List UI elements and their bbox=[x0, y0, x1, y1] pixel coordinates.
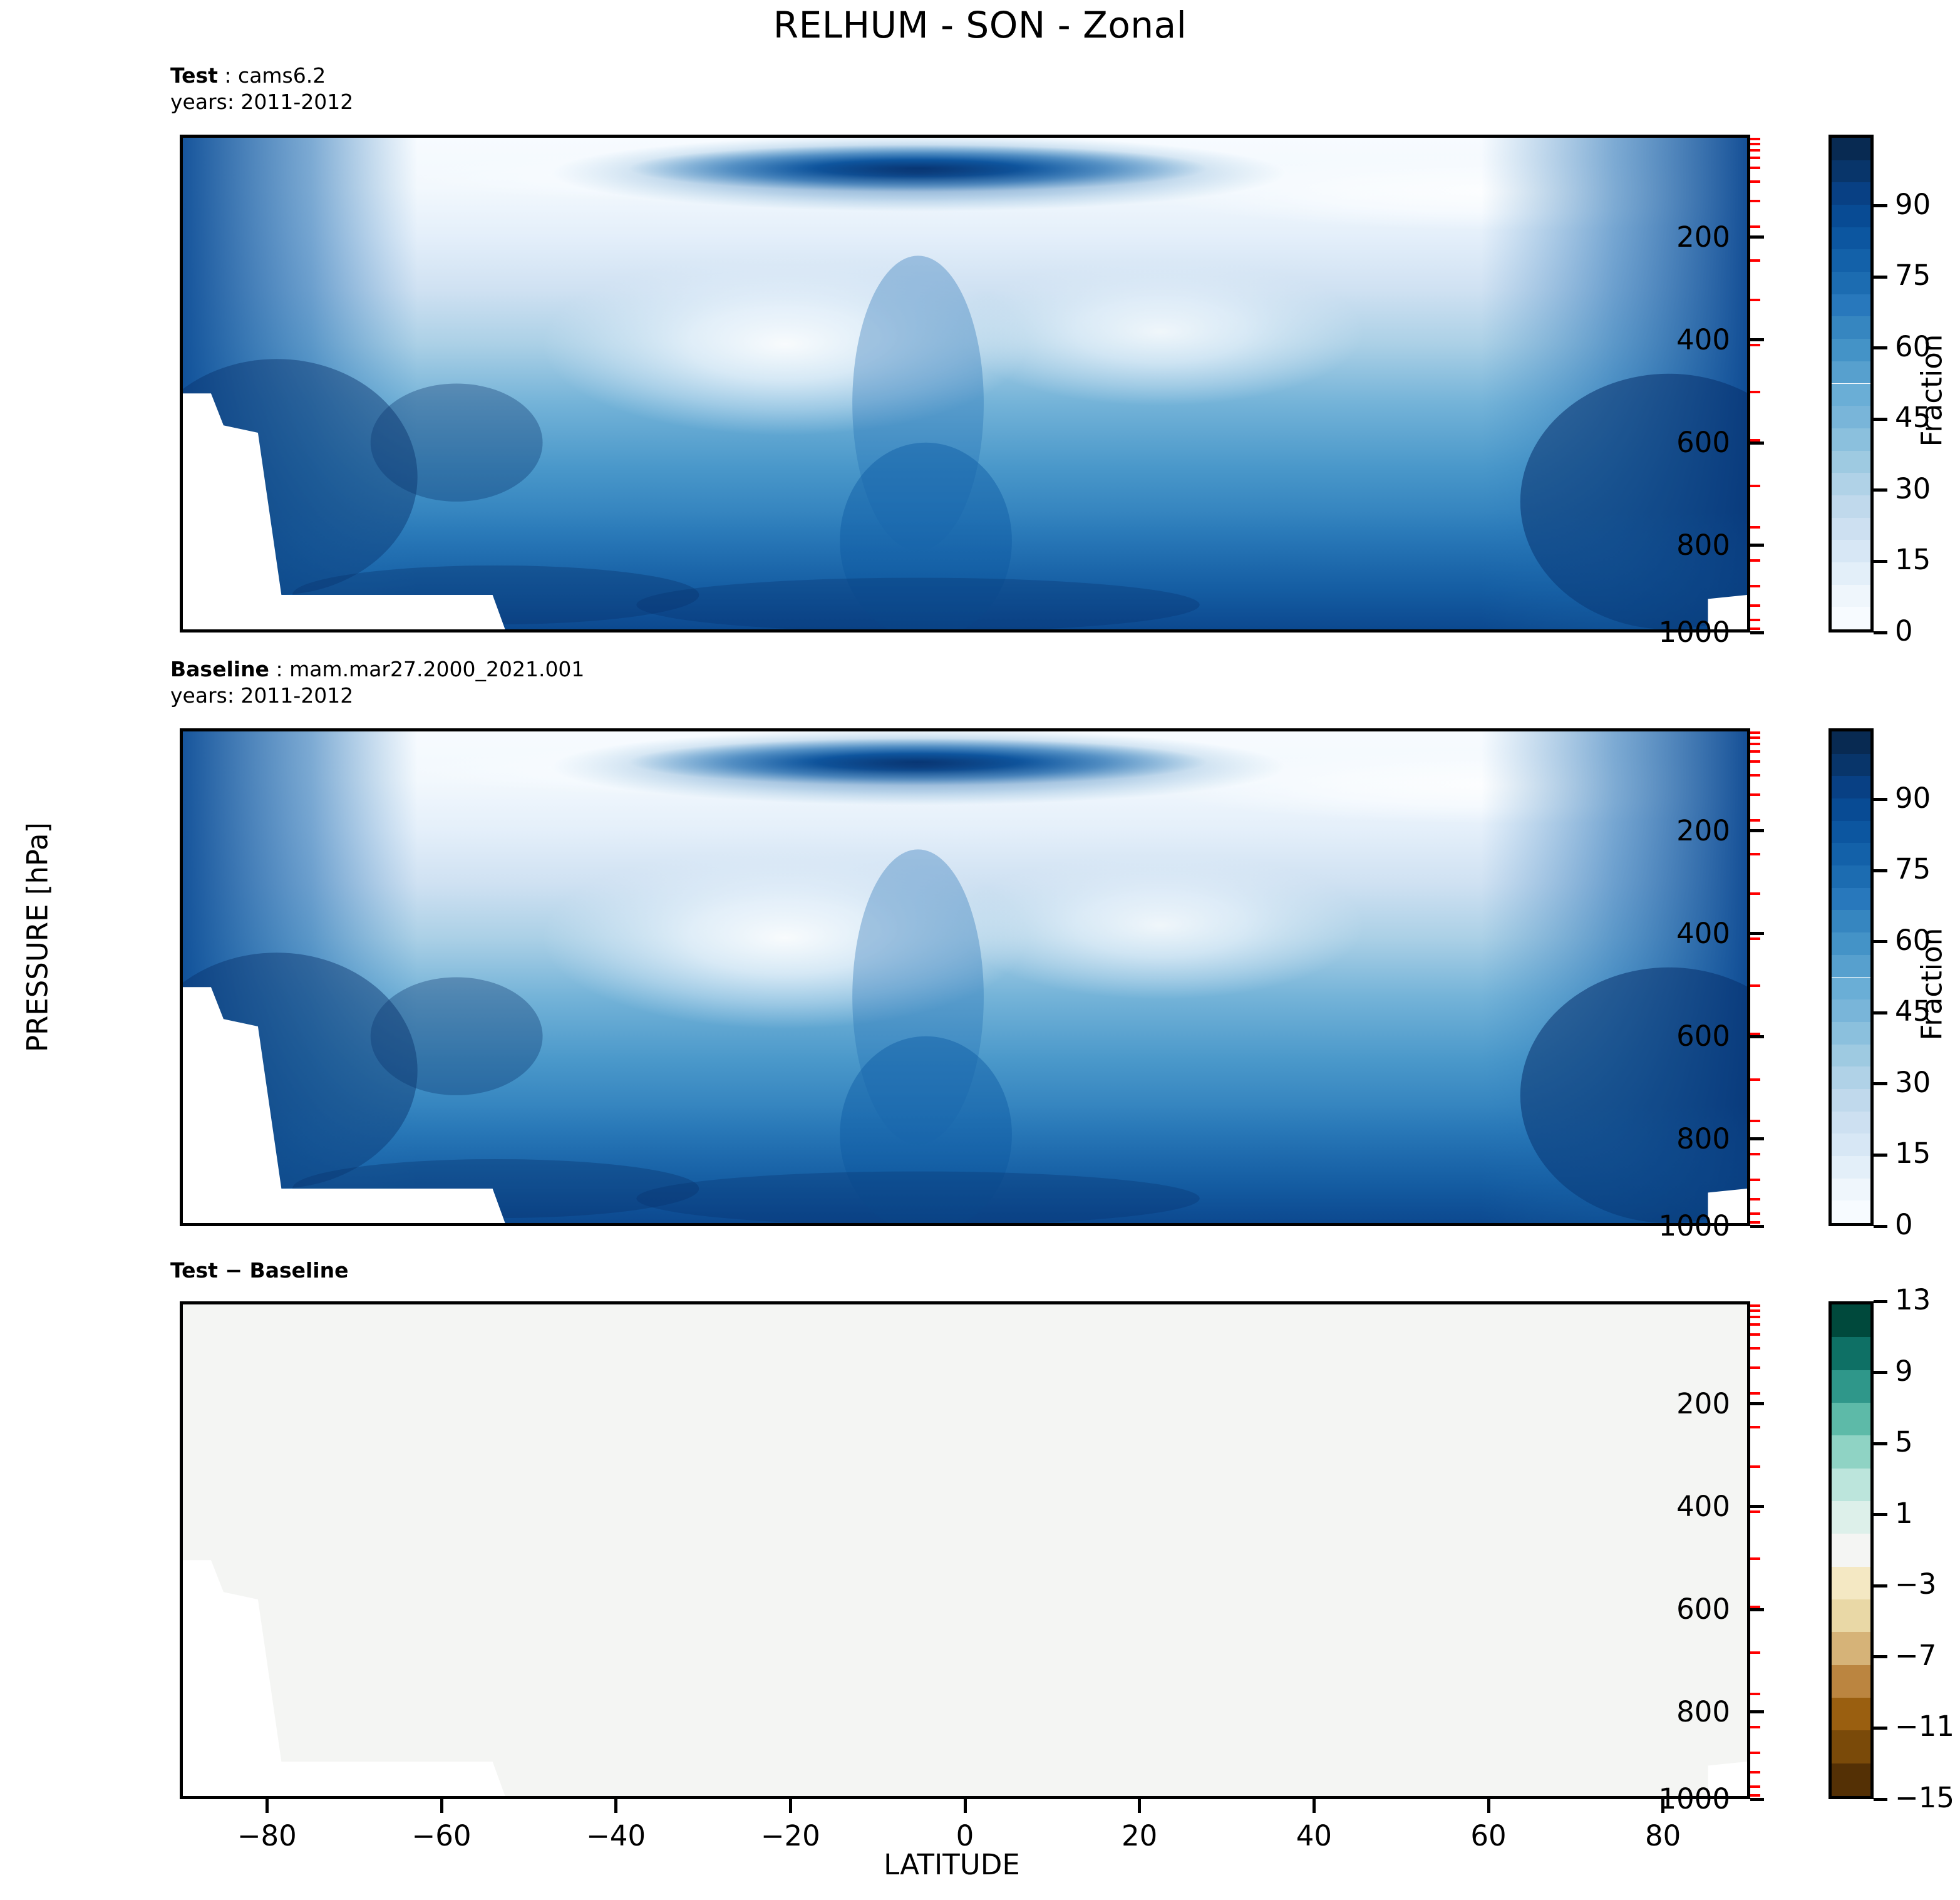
colorbar-segment bbox=[1832, 1200, 1870, 1223]
plot-panel-difference[interactable]: 200 400 600 800 1000 −80 −60 −40 −20 0 20 40 60… bbox=[180, 1301, 1764, 1852]
colorbar-gradient-test bbox=[1828, 135, 1874, 632]
colorbar-segment bbox=[1832, 999, 1870, 1022]
colorbar-segment bbox=[1832, 205, 1870, 227]
colorbar-segment bbox=[1832, 607, 1870, 629]
plot-frame-difference bbox=[180, 1301, 1750, 1799]
contour-surface-baseline bbox=[183, 731, 1747, 1223]
panel-caption-test: Test : cams6.2 years: 2011-2012 bbox=[170, 63, 353, 115]
colorbar-segment bbox=[1832, 138, 1870, 160]
colorbar-segment bbox=[1832, 753, 1870, 777]
colorbar-label-baseline: Fraction bbox=[1915, 927, 1949, 1041]
colorbar-segment bbox=[1832, 1534, 1870, 1567]
colorbar-segment bbox=[1832, 1021, 1870, 1045]
colorbar-segment bbox=[1832, 294, 1870, 317]
colorbar-segment bbox=[1832, 776, 1870, 799]
colorbar-segment bbox=[1832, 450, 1870, 473]
colorbar-segment bbox=[1832, 249, 1870, 272]
colorbar-segment bbox=[1832, 1370, 1870, 1403]
panel-role-test: Test bbox=[170, 63, 218, 88]
figure-title: RELHUM - SON - Zonal bbox=[773, 4, 1187, 46]
colorbar-segment bbox=[1832, 160, 1870, 183]
plot-frame-test bbox=[180, 135, 1750, 632]
colorbar-segment bbox=[1832, 954, 1870, 978]
colorbar-segment bbox=[1832, 182, 1870, 205]
colorbar-segment bbox=[1832, 517, 1870, 540]
colorbar-gradient-difference bbox=[1828, 1301, 1874, 1799]
panel-role-difference: Test − Baseline bbox=[170, 1258, 349, 1283]
colorbar-segment bbox=[1832, 1632, 1870, 1665]
colorbar-segment bbox=[1832, 798, 1870, 821]
colorbar-segment bbox=[1832, 1155, 1870, 1179]
colorbar-gradient-baseline bbox=[1828, 728, 1874, 1226]
contour-surface-test bbox=[183, 138, 1747, 629]
panel-years-baseline: years: 2011-2012 bbox=[170, 683, 354, 708]
colorbar-segment bbox=[1832, 1304, 1870, 1338]
colorbar-segment bbox=[1832, 1435, 1870, 1469]
colorbar-segment bbox=[1832, 1468, 1870, 1501]
colorbar-segment bbox=[1832, 932, 1870, 955]
y-axis-label: PRESSURE [hPa] bbox=[21, 822, 54, 1053]
colorbar-segment bbox=[1832, 316, 1870, 339]
colorbar-segment bbox=[1832, 339, 1870, 361]
panel-dataset-baseline: mam.mar27.2000_2021.001 bbox=[289, 657, 585, 681]
colorbar-segment bbox=[1832, 843, 1870, 866]
colorbar-segment bbox=[1832, 1501, 1870, 1534]
colorbar-segment bbox=[1832, 1133, 1870, 1156]
colorbar-test[interactable]: 90 75 60 45 30 15 0 bbox=[1828, 135, 1931, 648]
colorbar-segment bbox=[1832, 865, 1870, 888]
colorbar-segment bbox=[1832, 1566, 1870, 1599]
panel-separator-baseline: : bbox=[269, 657, 290, 681]
colorbar-segment bbox=[1832, 495, 1870, 518]
colorbar-segment bbox=[1832, 272, 1870, 294]
colorbar-segment bbox=[1832, 1730, 1870, 1763]
colorbar-segment bbox=[1832, 820, 1870, 844]
colorbar-segment bbox=[1832, 1088, 1870, 1112]
colorbar-segment bbox=[1832, 887, 1870, 911]
panel-caption-difference: Test − Baseline bbox=[170, 1257, 349, 1284]
panel-dataset-test: cams6.2 bbox=[238, 63, 326, 88]
colorbar-segment bbox=[1832, 1044, 1870, 1067]
colorbar-segment bbox=[1832, 361, 1870, 384]
plot-frame-baseline bbox=[180, 728, 1750, 1226]
colorbar-segment bbox=[1832, 428, 1870, 451]
colorbar-segment bbox=[1832, 383, 1870, 406]
colorbar-segment bbox=[1832, 473, 1870, 495]
panel-years-test: years: 2011-2012 bbox=[170, 90, 354, 115]
panel-separator-test: : bbox=[217, 63, 239, 88]
colorbar-segment bbox=[1832, 584, 1870, 607]
colorbar-segment bbox=[1832, 731, 1870, 754]
colorbar-segment bbox=[1832, 1337, 1870, 1370]
colorbar-segment bbox=[1832, 1665, 1870, 1698]
colorbar-segment bbox=[1832, 540, 1870, 562]
colorbar-segment bbox=[1832, 227, 1870, 250]
plot-panel-baseline[interactable]: 200 400 600 800 1000 bbox=[180, 728, 1764, 1242]
colorbar-segment bbox=[1832, 562, 1870, 585]
colorbar-segment bbox=[1832, 1599, 1870, 1633]
colorbar-segment bbox=[1832, 406, 1870, 428]
colorbar-segment bbox=[1832, 910, 1870, 933]
colorbar-segment bbox=[1832, 1111, 1870, 1134]
plot-panel-test[interactable]: 200 400 600 800 1000 bbox=[180, 135, 1764, 649]
colorbar-segment bbox=[1832, 1403, 1870, 1436]
colorbar-segment bbox=[1832, 1066, 1870, 1089]
colorbar-segment bbox=[1832, 1178, 1870, 1201]
colorbar-segment bbox=[1832, 1763, 1870, 1796]
colorbar-segment bbox=[1832, 977, 1870, 1000]
colorbar-segment bbox=[1832, 1698, 1870, 1731]
colorbar-label-test: Fraction bbox=[1915, 334, 1949, 447]
colorbar-baseline[interactable]: 90 75 60 45 30 15 0 bbox=[1828, 728, 1931, 1241]
x-axis-label: LATITUDE bbox=[884, 1848, 1020, 1881]
colorbar-difference[interactable]: 13 9 5 1 −3 −7 −11 −15 bbox=[1828, 1283, 1954, 1814]
panel-caption-baseline: Baseline : mam.mar27.2000_2021.001 years… bbox=[170, 656, 584, 709]
contour-surface-difference bbox=[183, 1304, 1747, 1796]
panel-role-baseline: Baseline bbox=[170, 657, 269, 681]
